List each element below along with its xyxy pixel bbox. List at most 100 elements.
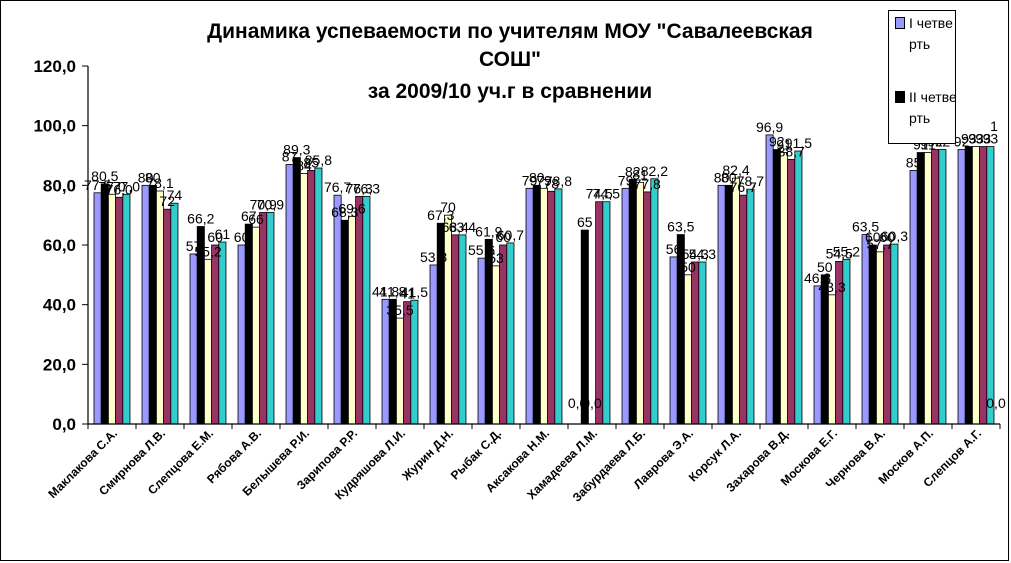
bar-series-1-cat-1: [93, 192, 102, 425]
bar-series-2-cat-19: [964, 146, 973, 425]
bar-series-5-cat-10: [554, 188, 563, 425]
bar-series-2-cat-6: [340, 219, 349, 425]
data-label-series-3-cat-17: 57,7: [866, 236, 893, 252]
y-tick-label: 100,0: [33, 117, 76, 136]
data-label-series-1-cat-19: 92: [954, 134, 970, 150]
data-label-series-2-cat-6: 68,3: [331, 204, 358, 220]
data-label-series-5-cat-15: 91,5: [785, 135, 812, 151]
bar-series-3-cat-18: [924, 152, 933, 425]
bar-series-5-cat-18: [938, 149, 947, 425]
data-label-series-2-cat-11: 65: [577, 214, 593, 230]
bar-series-4-cat-5: [307, 170, 316, 425]
bar-series-3-cat-1: [108, 193, 117, 425]
data-label-series-4-cat-19: 93: [975, 131, 991, 147]
data-label-series-1-cat-14: 80: [714, 169, 730, 185]
bar-series-5-cat-9: [506, 242, 515, 425]
data-label-series-1-cat-3: 57: [186, 238, 202, 254]
x-category-label: Журин Д.Н.: [398, 426, 456, 484]
data-label-series-3-cat-11: 0,0: [582, 395, 602, 411]
data-label-series-1-cat-18: 85: [906, 154, 922, 170]
data-label-series-4-cat-17: 60: [879, 229, 895, 245]
bar-series-3-cat-14: [732, 177, 741, 425]
data-label-series-5-cat-19: 93: [983, 131, 999, 147]
data-label-series-2-cat-14: 80: [721, 169, 737, 185]
data-label-series-1-cat-16: 46,3: [804, 270, 831, 286]
bar-series-1-cat-4: [237, 244, 246, 425]
bar-series-1-cat-18: [909, 170, 918, 425]
bar-series-3-cat-8: [443, 214, 452, 425]
data-label-extra-2: 0,0: [986, 395, 1006, 411]
data-label-series-1-cat-11: 0,0: [568, 395, 588, 411]
data-label-series-5-cat-9: 60,7: [497, 227, 524, 243]
bar-series-3-cat-3: [203, 258, 212, 425]
data-label-series-3-cat-15: 91: [776, 137, 792, 153]
bar-series-1-cat-10: [525, 187, 534, 425]
bar-series-4-cat-15: [787, 158, 796, 425]
bar-series-2-cat-15: [772, 149, 781, 425]
bar-series-5-cat-19: [986, 146, 995, 425]
bar-series-4-cat-2: [163, 208, 172, 425]
y-tick-label: 120,0: [33, 57, 76, 76]
bar-series-4-cat-10: [547, 190, 556, 425]
data-label-series-5-cat-7: 41,5: [401, 284, 428, 300]
data-label-series-5-cat-6: 76,3: [353, 180, 380, 196]
bar-series-1-cat-15: [765, 134, 774, 425]
data-label-series-4-cat-10: 78: [543, 175, 559, 191]
chart-title-line-3: за 2009/10 уч.г в сравнении: [368, 80, 652, 103]
data-label-series-5-cat-12: 82,2: [641, 163, 668, 179]
data-label-series-5-cat-14: 78,7: [737, 173, 764, 189]
data-label-series-3-cat-9: 53: [488, 250, 504, 266]
data-label-series-4-cat-8: 63,4: [442, 219, 469, 235]
data-label-series-2-cat-1: 80,5: [91, 168, 118, 184]
data-label-series-2-cat-10: 80: [529, 169, 545, 185]
data-label-series-5-cat-11: 74,5: [593, 186, 620, 202]
data-label-series-5-cat-1: 77,0: [113, 178, 140, 194]
data-label-series-3-cat-13: 50: [680, 259, 696, 275]
data-label-series-5-cat-13: 54,3: [689, 246, 716, 262]
bar-series-4-cat-12: [643, 191, 652, 425]
y-tick-label: 40,0: [43, 296, 76, 315]
data-label-series-1-cat-8: 53,3: [420, 249, 447, 265]
bar-series-5-cat-12: [650, 178, 659, 425]
data-label-series-4-cat-4: 70,9: [250, 197, 277, 213]
legend-label-series-2: II четверть: [909, 89, 956, 126]
data-label-series-4-cat-16: 54,5: [826, 245, 853, 261]
bar-series-5-cat-5: [314, 167, 323, 425]
bar-series-1-cat-14: [717, 184, 726, 425]
data-label-series-4-cat-12: 77,8: [634, 176, 661, 192]
bar-series-3-cat-10: [540, 187, 549, 425]
bar-series-3-cat-13: [684, 274, 693, 425]
bar-series-4-cat-14: [739, 194, 748, 425]
data-label-series-3-cat-10: 79: [536, 172, 552, 188]
bar-series-5-cat-13: [698, 261, 707, 425]
data-label-extra-1: 1: [990, 118, 998, 134]
bar-series-4-cat-18: [931, 149, 940, 425]
data-label-series-4-cat-1: 76,0: [106, 181, 133, 197]
bar-series-2-cat-10: [532, 184, 541, 425]
data-label-series-4-cat-7: 41: [399, 286, 415, 302]
bar-series-5-cat-6: [362, 195, 371, 425]
bar-series-1-cat-8: [429, 264, 438, 425]
data-label-series-1-cat-6: 76,7: [324, 179, 351, 195]
bar-series-4-cat-19: [979, 146, 988, 425]
bar-series-1-cat-5: [285, 164, 294, 425]
data-label-series-2-cat-15: 92: [769, 134, 785, 150]
data-label-series-3-cat-1: 77,0: [98, 178, 125, 194]
data-label-series-2-cat-9: 61,9: [475, 223, 502, 239]
chart-title-line-1: Динамика успеваемости по учителям МОУ "С…: [207, 20, 813, 43]
bar-series-5-cat-8: [458, 234, 467, 425]
bar-series-3-cat-16: [828, 294, 837, 425]
data-label-series-3-cat-4: 66: [248, 211, 264, 227]
data-label-series-3-cat-16: 43,3: [818, 279, 845, 295]
data-label-series-4-cat-2: 72: [159, 193, 175, 209]
bar-series-4-cat-9: [499, 244, 508, 425]
data-label-series-5-cat-8: 63,4: [449, 219, 476, 235]
data-label-series-1-cat-4: 60: [234, 229, 250, 245]
bar-series-3-cat-6: [347, 215, 356, 425]
y-tick-label: 80,0: [43, 176, 76, 195]
data-label-series-1-cat-15: 96,9: [756, 119, 783, 135]
bar-series-4-cat-11: [595, 201, 604, 425]
bar-series-4-cat-17: [883, 244, 892, 425]
bar-series-4-cat-7: [403, 301, 412, 425]
